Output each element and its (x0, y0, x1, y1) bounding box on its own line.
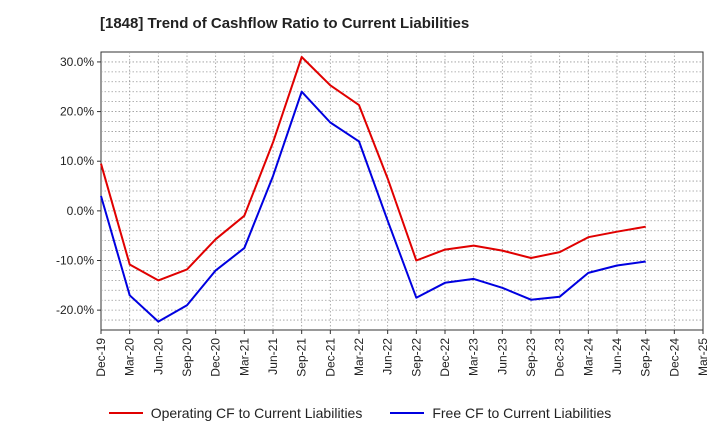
x-tick-label: Sep-20 (180, 338, 194, 377)
series-line-free-cf (100, 90, 646, 323)
x-tick-label: Mar-23 (467, 338, 481, 376)
x-tick-label: Jun-20 (151, 338, 165, 375)
x-tick-label: Mar-20 (123, 338, 137, 376)
x-tick-label: Jun-21 (266, 338, 280, 375)
x-tick-label: Sep-24 (639, 338, 653, 377)
x-tick-label: Dec-22 (438, 338, 452, 377)
y-axis: 30.0% 20.0% 10.0% 0.0% -10.0% -20.0% (56, 55, 101, 317)
series-line-operating-cf (100, 56, 646, 282)
y-tick-label: 30.0% (60, 55, 94, 69)
x-tick-label: Mar-21 (237, 338, 251, 376)
legend: Operating CF to Current Liabilities Free… (0, 405, 720, 421)
series-lines (100, 56, 646, 323)
x-tick-label: Jun-23 (495, 338, 509, 375)
x-tick-label: Jun-24 (610, 338, 624, 375)
y-tick-label: 10.0% (60, 154, 94, 168)
x-tick-label: Mar-24 (581, 338, 595, 376)
legend-swatch-operating-cf (108, 412, 143, 414)
legend-item-free-cf: Free CF to Current Liabilities (390, 405, 611, 421)
x-tick-label: Sep-23 (524, 338, 538, 377)
y-tick-label: 20.0% (60, 105, 94, 119)
y-tick-label: -20.0% (56, 303, 94, 317)
x-tick-label: Dec-21 (323, 338, 337, 377)
x-tick-label: Dec-20 (209, 338, 223, 377)
legend-label-operating-cf: Operating CF to Current Liabilities (150, 405, 363, 421)
y-tick-label: 0.0% (67, 204, 95, 218)
x-axis: Dec-19 Mar-20 Jun-20 Sep-20 Dec-20 Mar-21 Jun-… (94, 330, 710, 377)
y-tick-label: -10.0% (56, 254, 94, 268)
x-tick-label: Jun-22 (381, 338, 395, 375)
x-tick-label: Dec-19 (94, 338, 108, 377)
x-tick-label: Mar-25 (696, 338, 710, 376)
x-tick-label: Sep-21 (295, 338, 309, 377)
chart-title: [1848] Trend of Cashflow Ratio to Curren… (100, 15, 470, 32)
x-tick-label: Dec-23 (553, 338, 567, 377)
x-tick-label: Sep-22 (409, 338, 423, 377)
legend-swatch-free-cf (390, 412, 425, 414)
x-tick-label: Mar-22 (352, 338, 366, 376)
legend-label-free-cf: Free CF to Current Liabilities (432, 405, 612, 421)
x-tick-label: Dec-24 (667, 338, 681, 377)
legend-item-operating-cf: Operating CF to Current Liabilities (108, 405, 363, 421)
